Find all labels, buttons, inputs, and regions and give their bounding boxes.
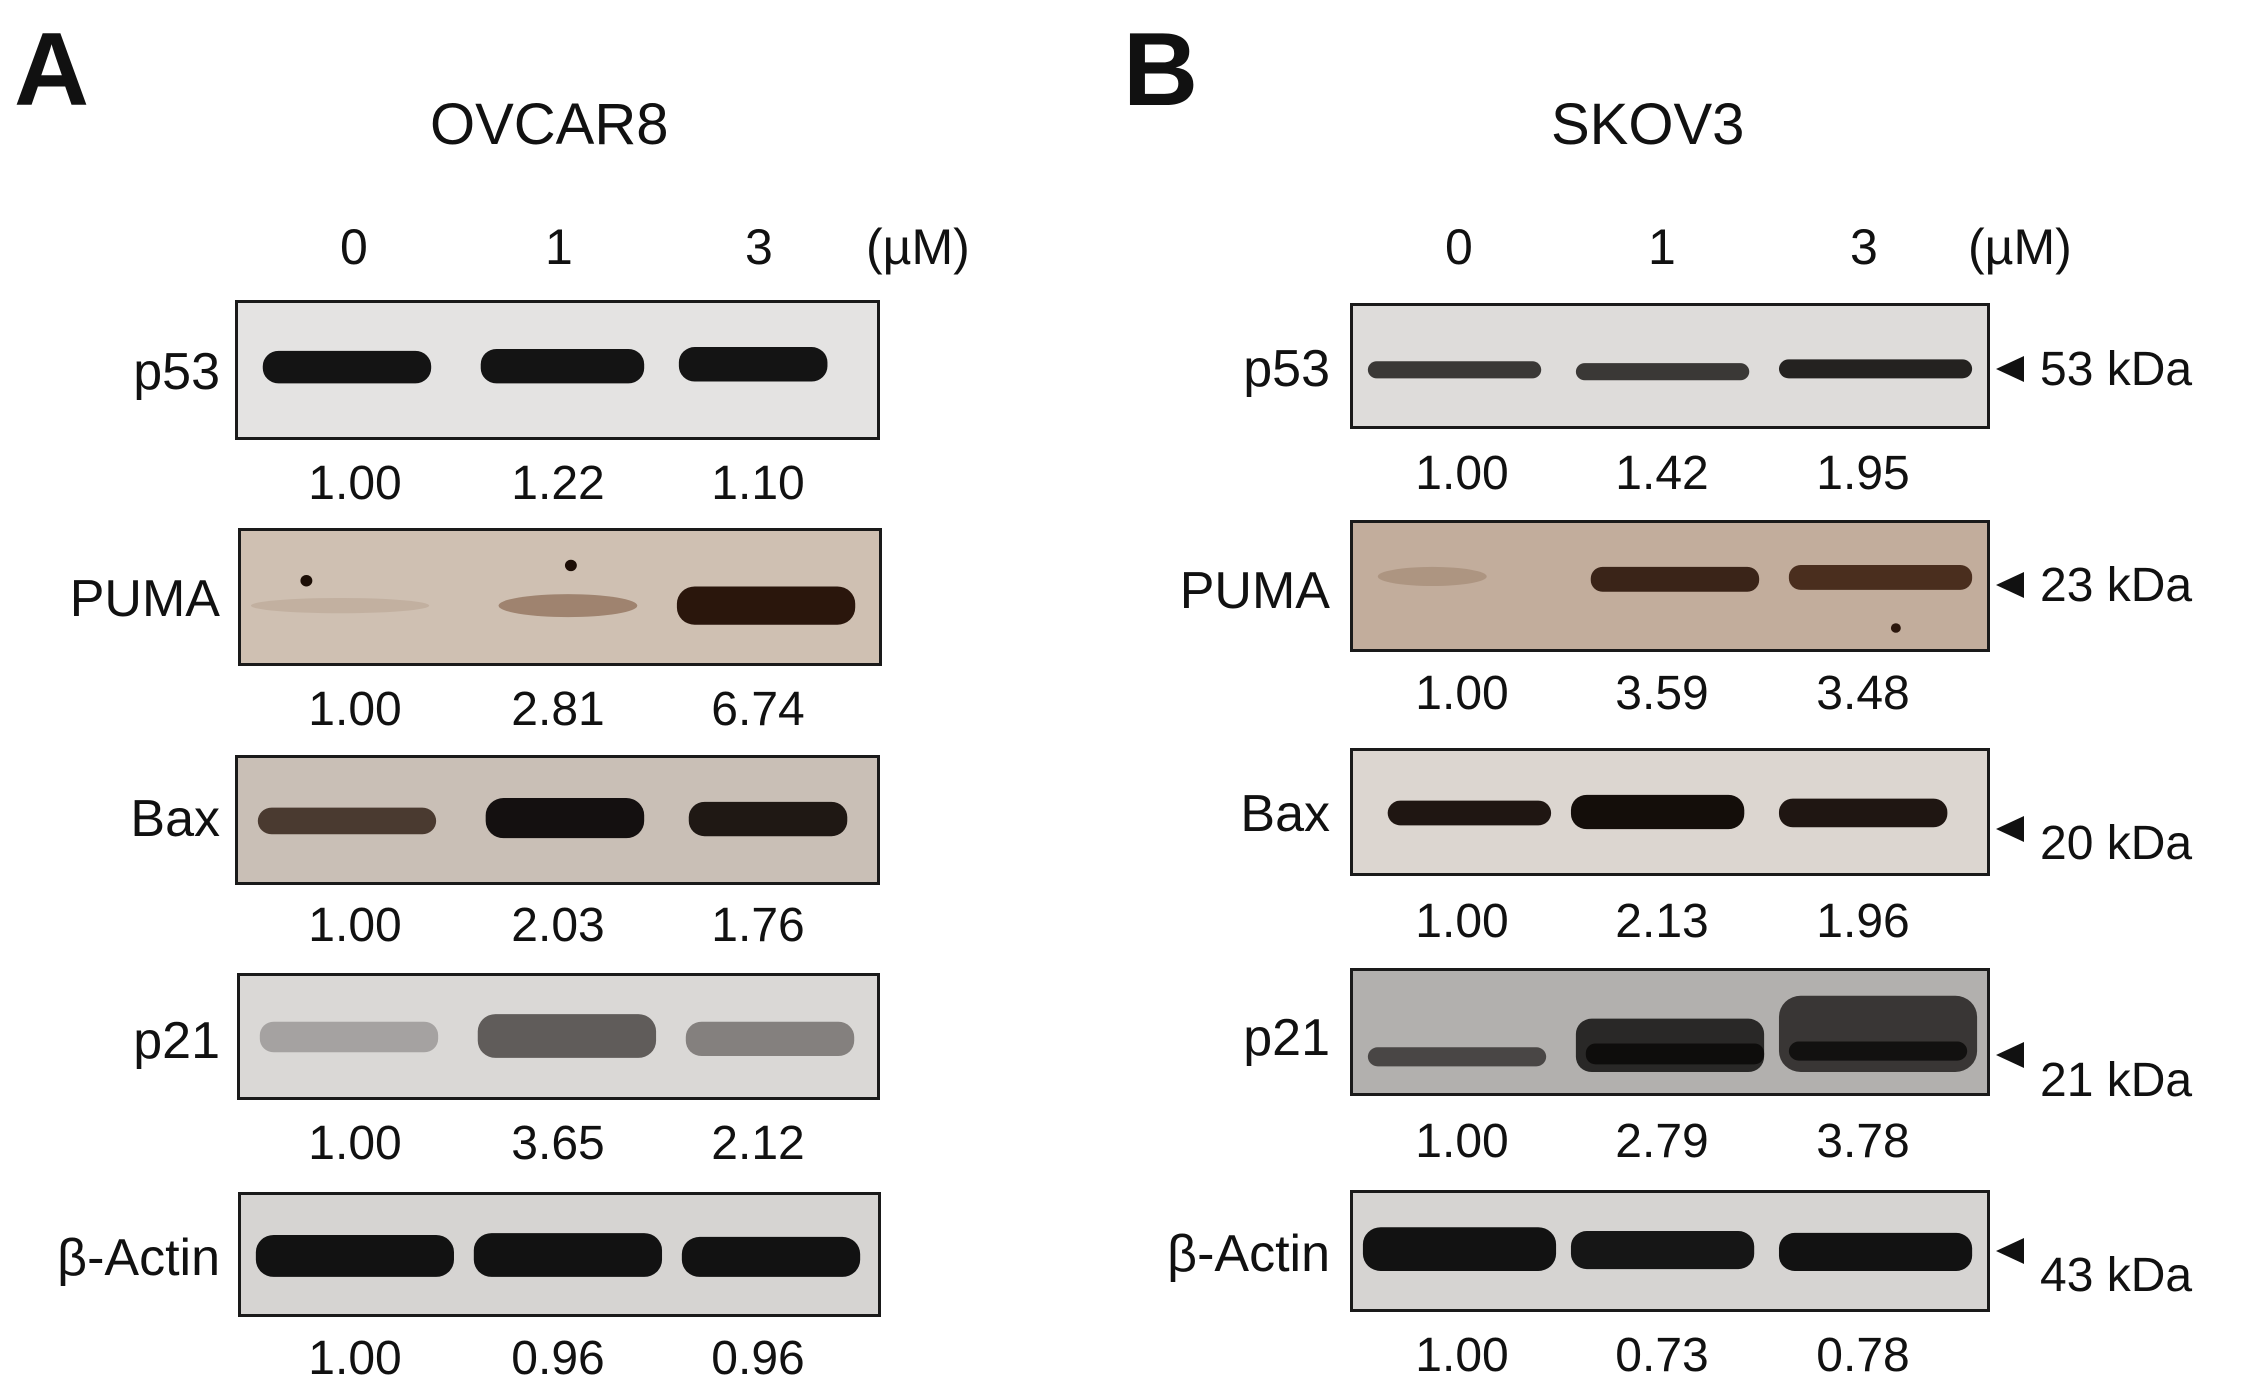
- quant-a-puma-0: 1.00: [308, 683, 402, 736]
- quant-b-p21-1: 2.79: [1615, 1115, 1709, 1168]
- protein-label-b-bax: Bax: [1240, 785, 1330, 843]
- quant-a-p21-2: 2.12: [711, 1117, 805, 1170]
- marker-arrow-b-puma-icon: [1996, 570, 2024, 600]
- marker-arrow-b-p21-icon: [1996, 1040, 2024, 1070]
- marker-arrow-b-bax-icon: [1996, 814, 2024, 844]
- panel-letter-b: B: [1123, 12, 1199, 128]
- panel-a: A OVCAR8 0 1 3 (µM) p53 1.00 1.22 1.10 P…: [0, 0, 1010, 1400]
- blot-b-p21: [1350, 968, 1990, 1096]
- blot-a-actin: [238, 1192, 881, 1317]
- quant-a-actin-0: 1.00: [308, 1332, 402, 1385]
- blot-a-p21: [237, 973, 880, 1100]
- quant-a-bax-1: 2.03: [511, 899, 605, 952]
- quant-b-puma-1: 3.59: [1615, 667, 1709, 720]
- dose-unit-b: (µM): [1968, 219, 2072, 275]
- quant-b-puma-0: 1.00: [1415, 667, 1509, 720]
- quant-a-puma-1: 2.81: [511, 683, 605, 736]
- quant-b-actin-0: 1.00: [1415, 1329, 1509, 1382]
- quant-b-p53-1: 1.42: [1615, 447, 1709, 500]
- protein-label-b-puma: PUMA: [1179, 562, 1330, 620]
- panel-b: B SKOV3 0 1 3 (µM) p53 53 kDa 1.00 1.42 …: [1110, 0, 2262, 1400]
- quant-a-puma-2: 6.74: [711, 683, 805, 736]
- protein-label-a-p21: p21: [133, 1012, 220, 1070]
- protein-label-b-p21: p21: [1243, 1009, 1330, 1067]
- blot-b-puma: [1350, 520, 1990, 652]
- dose-label-b-0: 0: [1445, 219, 1473, 275]
- dose-label-a-2: 3: [745, 219, 773, 275]
- quant-a-p53-0: 1.00: [308, 457, 402, 510]
- marker-label-b-p21: 21 kDa: [2040, 1054, 2193, 1107]
- cell-line-title-a: OVCAR8: [430, 92, 669, 157]
- blot-a-bax: [235, 755, 880, 885]
- marker-label-b-bax: 20 kDa: [2040, 817, 2193, 870]
- quant-a-bax-0: 1.00: [308, 899, 402, 952]
- marker-arrow-b-actin-icon: [1996, 1236, 2024, 1266]
- cell-line-title-b: SKOV3: [1551, 92, 1745, 157]
- quant-b-actin-1: 0.73: [1615, 1329, 1709, 1382]
- quant-a-p21-0: 1.00: [308, 1117, 402, 1170]
- protein-label-b-p53: p53: [1243, 340, 1330, 398]
- blot-a-puma: [238, 528, 882, 666]
- quant-a-actin-2: 0.96: [711, 1332, 805, 1385]
- marker-arrow-b-p53-icon: [1996, 354, 2024, 384]
- dose-label-a-1: 1: [545, 219, 573, 275]
- blot-b-actin: [1350, 1190, 1990, 1312]
- protein-label-a-bax: Bax: [130, 790, 220, 848]
- dose-label-b-1: 1: [1648, 219, 1676, 275]
- quant-b-bax-2: 1.96: [1816, 895, 1910, 948]
- marker-label-b-actin: 43 kDa: [2040, 1249, 2193, 1302]
- protein-label-a-puma: PUMA: [69, 570, 220, 628]
- quant-b-p53-0: 1.00: [1415, 447, 1509, 500]
- quant-b-bax-0: 1.00: [1415, 895, 1509, 948]
- blot-b-bax: [1350, 748, 1990, 876]
- dose-unit-a: (µM): [866, 219, 970, 275]
- blot-a-p53: [235, 300, 880, 440]
- dose-label-b-2: 3: [1850, 219, 1878, 275]
- quant-a-bax-2: 1.76: [711, 899, 805, 952]
- quant-a-p21-1: 3.65: [511, 1117, 605, 1170]
- quant-a-p53-2: 1.10: [711, 457, 805, 510]
- dose-label-a-0: 0: [340, 219, 368, 275]
- quant-b-p21-0: 1.00: [1415, 1115, 1509, 1168]
- quant-a-p53-1: 1.22: [511, 457, 605, 510]
- marker-label-b-p53: 53 kDa: [2040, 343, 2193, 396]
- protein-label-b-actin: β-Actin: [1167, 1225, 1330, 1283]
- quant-a-actin-1: 0.96: [511, 1332, 605, 1385]
- quant-b-actin-2: 0.78: [1816, 1329, 1910, 1382]
- quant-b-p21-2: 3.78: [1816, 1115, 1910, 1168]
- marker-label-b-puma: 23 kDa: [2040, 559, 2193, 612]
- quant-b-puma-2: 3.48: [1816, 667, 1910, 720]
- protein-label-a-actin: β-Actin: [57, 1229, 220, 1287]
- quant-b-bax-1: 2.13: [1615, 895, 1709, 948]
- protein-label-a-p53: p53: [133, 343, 220, 401]
- blot-b-p53: [1350, 303, 1990, 429]
- quant-b-p53-2: 1.95: [1816, 447, 1910, 500]
- panel-letter-a: A: [14, 12, 90, 128]
